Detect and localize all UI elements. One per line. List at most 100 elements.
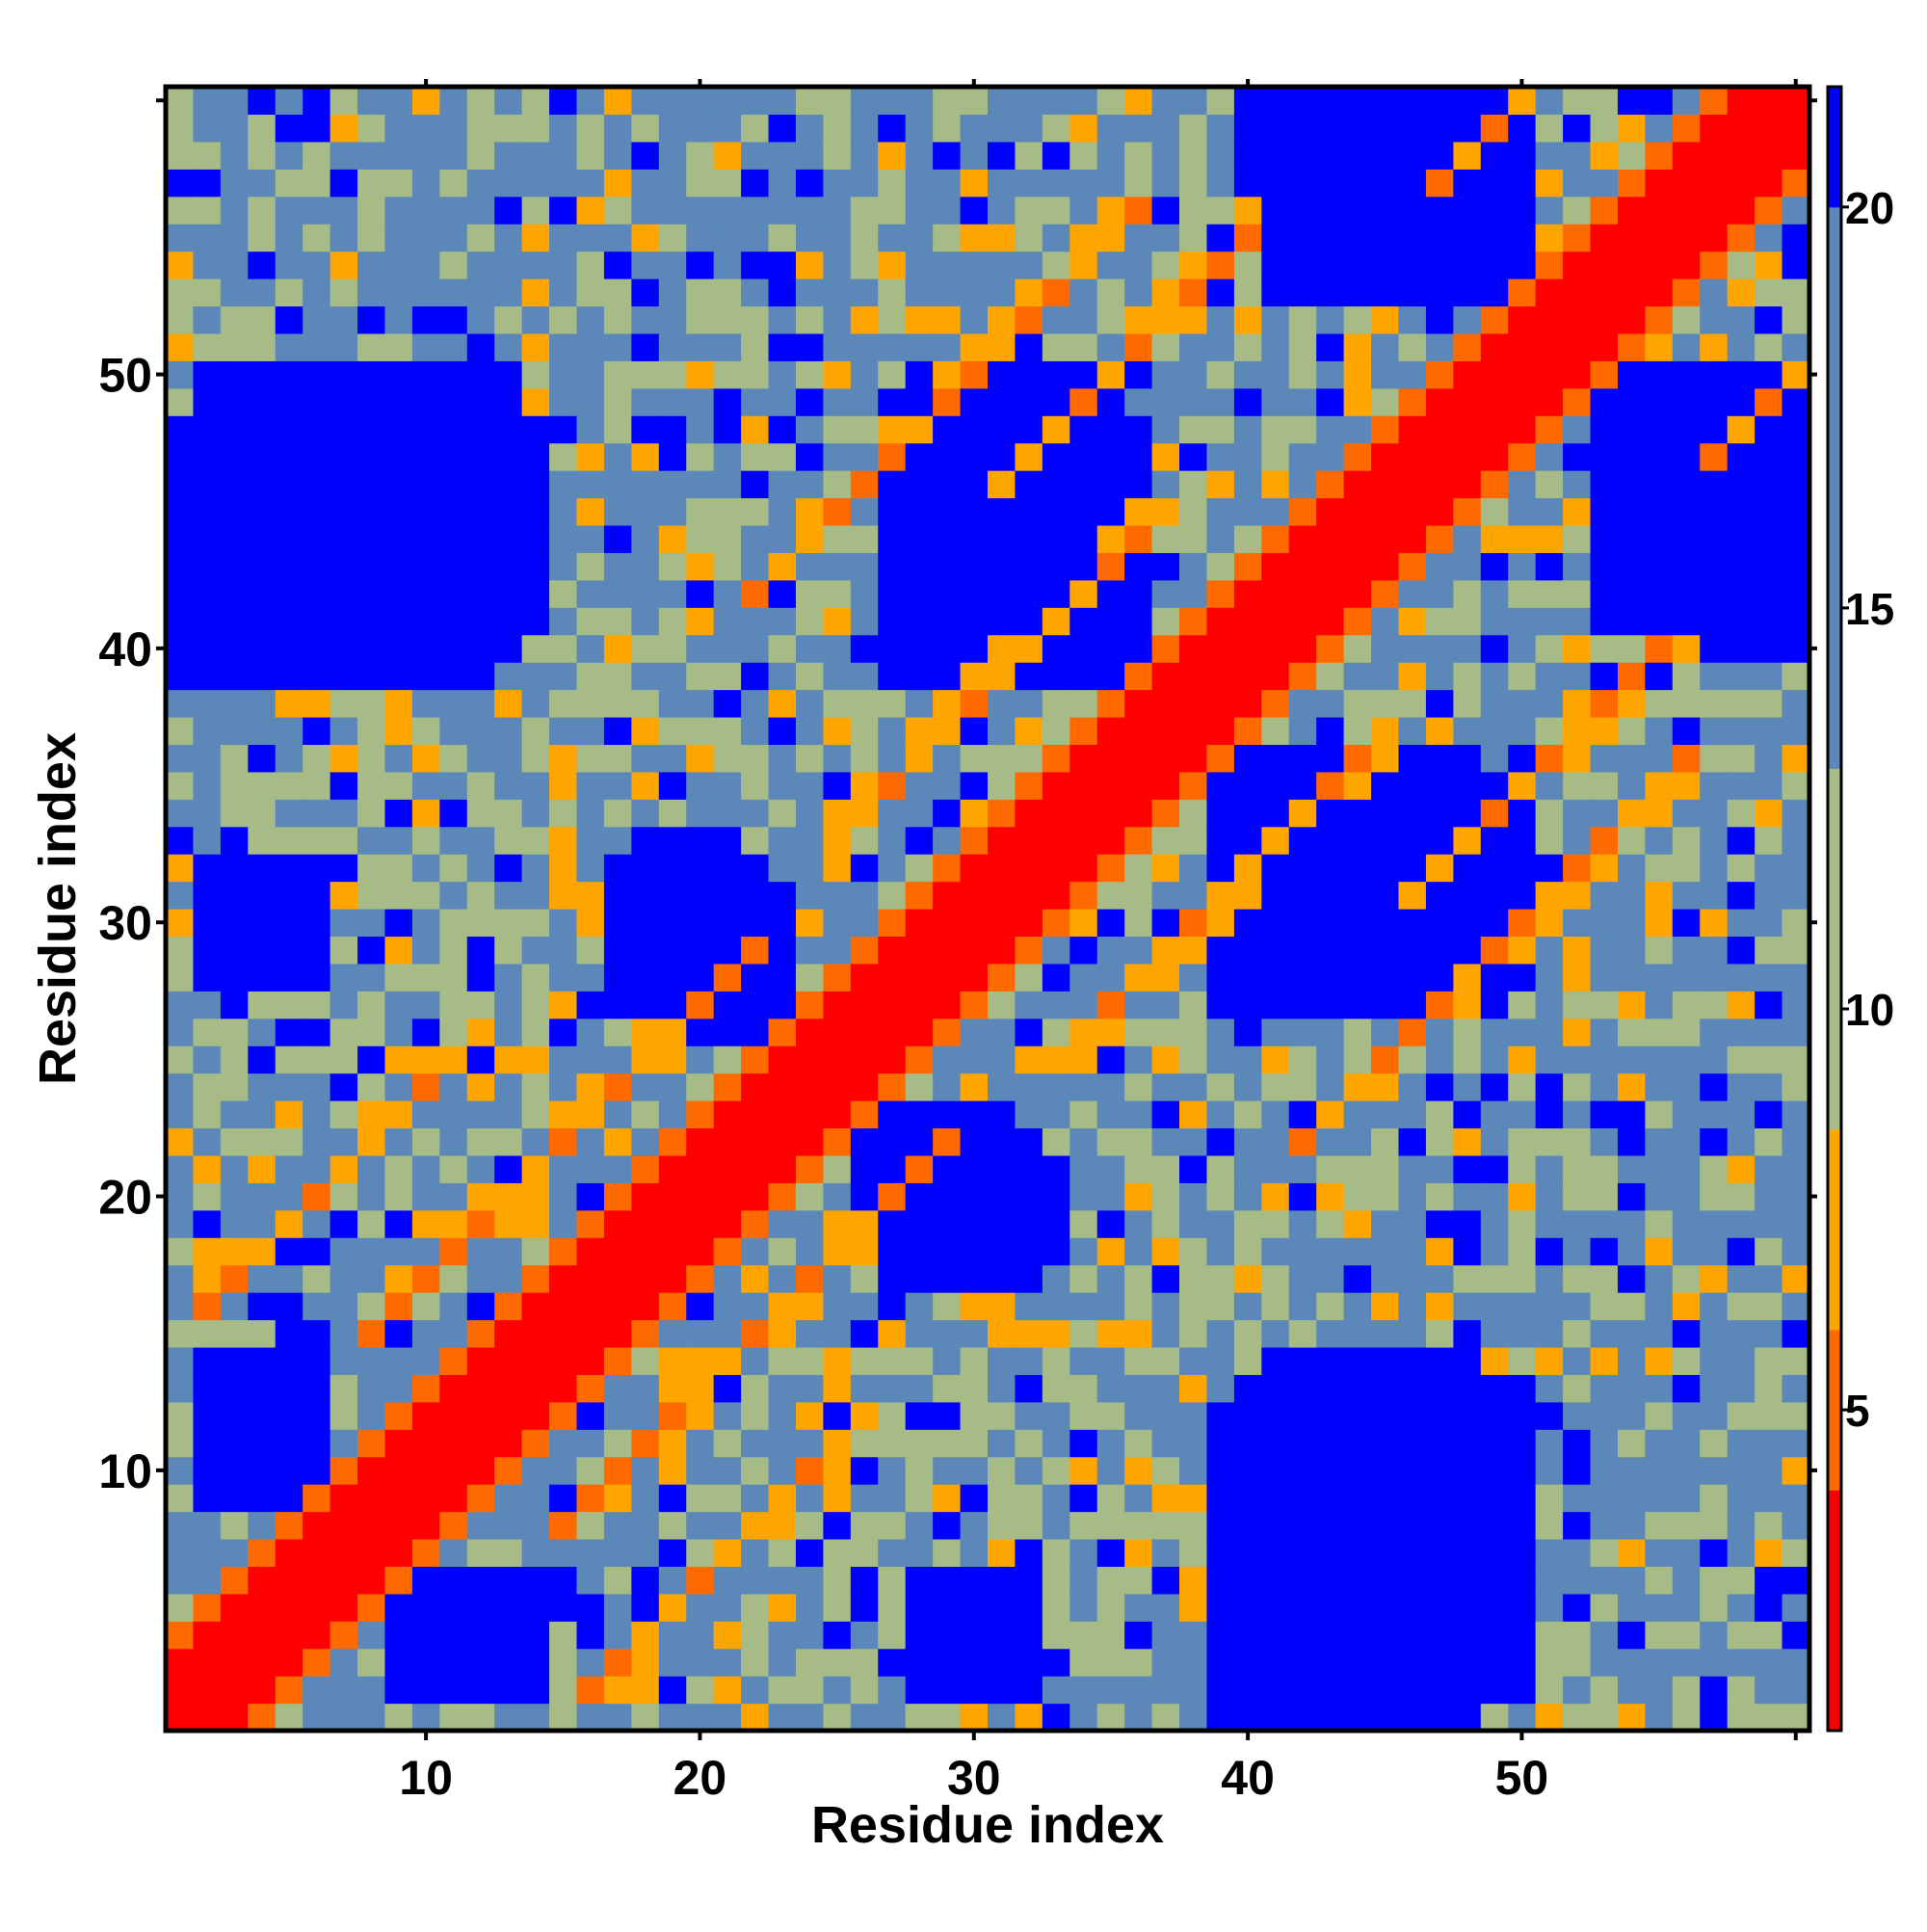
heatmap-cell [1672,689,1701,718]
heatmap-cell [220,224,249,252]
heatmap-cell [275,963,304,992]
heatmap-cell [988,1264,1016,1293]
heatmap-cell [1755,1127,1783,1156]
heatmap-cell [1672,579,1701,608]
heatmap-cell [576,169,605,198]
heatmap-cell [1755,1237,1783,1266]
heatmap-cell [220,1566,249,1595]
heatmap-cell [521,1511,550,1540]
heatmap-cell [220,1621,249,1650]
heatmap-cell [933,470,962,499]
heatmap-cell [741,1648,770,1677]
heatmap-cell [1288,744,1317,773]
heatmap-cell [1179,1237,1208,1266]
heatmap-cell [220,799,249,828]
heatmap-cell [1124,1346,1153,1375]
heatmap-cell [494,1154,523,1183]
heatmap-cell [166,442,195,471]
heatmap-cell [795,1648,824,1677]
heatmap-cell [384,141,413,170]
heatmap-cell [1425,278,1454,307]
heatmap-cell [1015,1045,1043,1074]
heatmap-cell [905,963,934,992]
heatmap-cell [330,1566,358,1595]
heatmap-cell [768,1292,797,1321]
heatmap-cell [193,196,222,225]
heatmap-cell [1425,963,1454,992]
heatmap-cell [1645,169,1674,198]
heatmap-cell [631,141,660,170]
heatmap-cell [1508,1264,1537,1293]
heatmap-cell [1069,1292,1098,1321]
heatmap-cell [1727,196,1755,225]
heatmap-cell [905,360,934,389]
heatmap-cell [658,114,687,143]
heatmap-cell [1755,1538,1783,1567]
heatmap-cell [1672,1401,1701,1430]
heatmap-cell [1206,936,1235,965]
heatmap-cell [1096,442,1125,471]
heatmap-cell [1590,1154,1619,1183]
heatmap-cell [1563,771,1592,800]
heatmap-cell [303,1648,331,1677]
heatmap-cell [1425,716,1454,745]
heatmap-cell [1480,716,1509,745]
heatmap-cell [1069,1100,1098,1129]
heatmap-cell [1288,1237,1317,1266]
heatmap-cell [1096,1648,1125,1677]
heatmap-cell [384,1127,413,1156]
heatmap-cell [1206,524,1235,553]
colorbar-segment [1828,1490,1841,1732]
heatmap-cell [850,909,879,938]
heatmap-cell [1755,799,1783,828]
heatmap-cell [549,1456,578,1485]
heatmap-cell [1535,1648,1564,1677]
heatmap-cell [1453,1182,1482,1211]
heatmap-cell [1096,87,1125,116]
heatmap-cell [1727,1209,1755,1238]
heatmap-cell [1096,634,1125,663]
heatmap-cell [1755,662,1783,691]
heatmap-cell [466,1100,495,1129]
heatmap-cell [1069,799,1098,828]
heatmap-cell [357,826,386,855]
heatmap-cell [713,278,742,307]
heatmap-cell [1042,1237,1070,1266]
heatmap-cell [1316,1621,1345,1650]
heatmap-cell [823,1182,852,1211]
heatmap-cell [1480,607,1509,636]
heatmap-cell [411,1484,440,1513]
heatmap-cell [1727,1100,1755,1129]
heatmap-cell [1508,415,1537,444]
heatmap-cell [1563,963,1592,992]
heatmap-cell [1151,169,1180,198]
heatmap-cell [1288,552,1317,581]
heatmap-cell [248,1319,277,1348]
heatmap-cell [1755,1456,1783,1485]
heatmap-cell [1371,689,1400,718]
heatmap-cell [1727,1511,1755,1540]
heatmap-cell [1015,744,1043,773]
heatmap-cell [1453,1703,1482,1732]
heatmap-cell [1179,497,1208,526]
heatmap-cell [384,1429,413,1458]
heatmap-cell [220,1456,249,1485]
heatmap-cell [1535,991,1564,1019]
heatmap-cell [1425,1346,1454,1375]
heatmap-cell [1042,716,1070,745]
heatmap-cell [330,744,358,773]
heatmap-cell [1755,909,1783,938]
heatmap-cell [1425,415,1454,444]
heatmap-cell [795,1100,824,1129]
heatmap-cell [1233,1072,1262,1101]
heatmap-cell [878,1538,907,1567]
heatmap-cell [988,305,1016,334]
heatmap-cell [878,1484,907,1513]
heatmap-cell [823,1209,852,1238]
heatmap-cell [1727,1621,1755,1650]
heatmap-cell [303,87,331,116]
heatmap-cell [384,1319,413,1348]
heatmap-cell [741,251,770,279]
heatmap-cell [1096,579,1125,608]
heatmap-cell [1645,1292,1674,1321]
